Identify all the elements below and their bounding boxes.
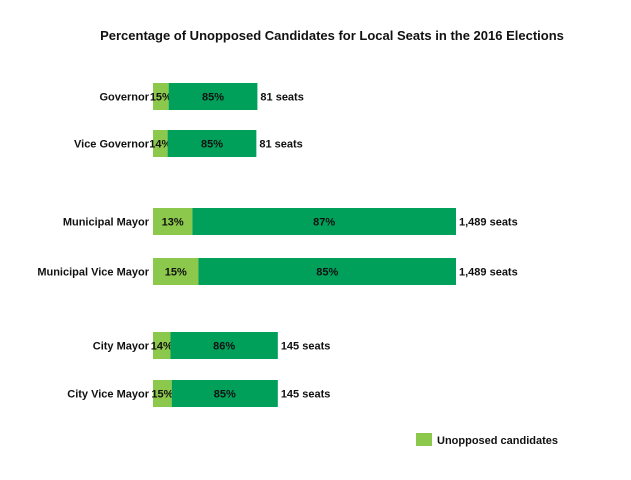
- legend-label-unopposed: Unopposed candidates: [437, 435, 558, 447]
- data-label-municipal-mayor-opposed: 87%: [313, 217, 335, 229]
- seat-count-city-mayor: 145 seats: [281, 341, 331, 353]
- data-label-governor-unopposed: 15%: [150, 92, 172, 104]
- category-label-city-mayor: City Mayor: [93, 341, 150, 353]
- legend-swatch-unopposed: [416, 433, 432, 446]
- data-label-vice-governor-opposed: 85%: [201, 139, 223, 151]
- bar-segment-governor-opposed: [168, 83, 258, 110]
- category-label-vice-governor: Vice Governor: [74, 139, 150, 151]
- data-label-municipal-mayor-unopposed: 13%: [162, 217, 184, 229]
- legend: Unopposed candidates: [416, 433, 558, 447]
- bar-segment-governor-unopposed: [153, 83, 169, 110]
- bar-segment-municipal-vice-mayor-unopposed: [153, 258, 199, 285]
- bar-segment-vice-governor-opposed: [167, 130, 257, 157]
- category-label-municipal-vice-mayor: Municipal Vice Mayor: [37, 267, 149, 279]
- category-label-municipal-mayor: Municipal Mayor: [63, 217, 150, 229]
- data-label-city-mayor-unopposed: 14%: [151, 341, 173, 353]
- category-label-governor: Governor: [99, 92, 149, 104]
- bar-segment-vice-governor-unopposed: [153, 130, 168, 157]
- bar-segment-city-mayor-unopposed: [153, 332, 171, 359]
- seat-count-city-vice-mayor: 145 seats: [281, 389, 331, 401]
- data-label-municipal-vice-mayor-unopposed: 15%: [165, 267, 187, 279]
- seat-count-vice-governor: 81 seats: [259, 139, 302, 151]
- data-label-city-mayor-opposed: 86%: [213, 341, 235, 353]
- category-label-city-vice-mayor: City Vice Mayor: [67, 389, 149, 401]
- bar-segment-municipal-vice-mayor-opposed: [198, 258, 456, 285]
- chart-title: Percentage of Unopposed Candidates for L…: [100, 28, 564, 43]
- bar-segment-city-vice-mayor-opposed: [171, 380, 278, 407]
- data-label-city-vice-mayor-unopposed: 15%: [151, 389, 173, 401]
- bar-segment-municipal-mayor-opposed: [192, 208, 456, 235]
- data-label-city-vice-mayor-opposed: 85%: [214, 389, 236, 401]
- data-label-municipal-vice-mayor-opposed: 85%: [316, 267, 338, 279]
- bar-segment-city-mayor-opposed: [170, 332, 278, 359]
- seat-count-municipal-vice-mayor: 1,489 seats: [459, 267, 518, 279]
- data-label-governor-opposed: 85%: [202, 92, 224, 104]
- bar-segment-city-vice-mayor-unopposed: [153, 380, 172, 407]
- data-label-vice-governor-unopposed: 14%: [149, 139, 171, 151]
- seat-count-municipal-mayor: 1,489 seats: [459, 217, 518, 229]
- bar-segment-municipal-mayor-unopposed: [153, 208, 193, 235]
- seat-count-governor: 81 seats: [260, 92, 303, 104]
